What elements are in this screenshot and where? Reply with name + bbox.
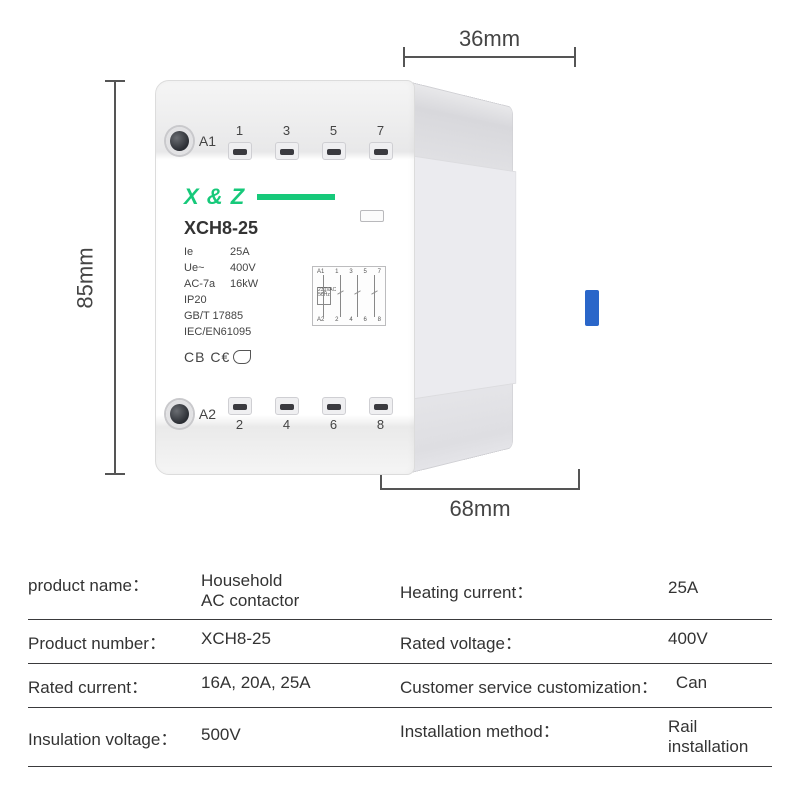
t-top-5: 5 (330, 123, 337, 138)
t-top-1: 1 (236, 123, 243, 138)
t-bot-6: 6 (330, 417, 337, 432)
spec-key: Rated voltage： (400, 629, 650, 654)
ccc-mark-icon (233, 350, 251, 364)
blue-clip (585, 290, 599, 326)
spec-key: Product number： (28, 629, 183, 654)
spec-value: XCH8-25 (201, 629, 271, 654)
spec-value: Can (676, 673, 707, 698)
terminal-row-top: A1 1 3 5 7 (166, 111, 404, 171)
device-side (403, 80, 583, 475)
device-body: A1 1 3 5 7 A2 2 4 6 8 (155, 80, 585, 475)
cert-marks: CB C€ (184, 347, 230, 367)
a2-knob: A2 (166, 400, 216, 428)
t-bot-8: 8 (377, 417, 384, 432)
dimension-depth-label: 68mm (380, 496, 580, 522)
t-top-7: 7 (377, 123, 384, 138)
a2-label: A2 (199, 406, 216, 422)
terminal-row-bottom: A2 2 4 6 8 (166, 384, 404, 444)
spec-key: Insulation voltage： (28, 725, 183, 750)
spec-key: Customer service customization： (400, 673, 658, 698)
t-bot-4: 4 (283, 417, 290, 432)
dimension-height: 85mm (95, 80, 135, 475)
model-number: XCH8-25 (184, 218, 386, 239)
dimension-depth: 68mm (380, 488, 580, 522)
spec-value: 500V (201, 725, 241, 750)
spec-key: Installation method： (400, 717, 650, 757)
spec-value: 400V (668, 629, 708, 654)
circuit-diagram: A1 1 3 5 7 230VAC50Hz A2 2 4 6 (312, 266, 386, 326)
dimension-width-label: 36mm (403, 26, 576, 52)
table-row: Product number： XCH8-25 Rated voltage： 4… (28, 620, 772, 664)
spec-value: 16A, 20A, 25A (201, 673, 311, 698)
table-row: Rated current： 16A, 20A, 25A Customer se… (28, 664, 772, 708)
spec-key: Heating current： (400, 578, 650, 603)
a1-knob: A1 (166, 127, 216, 155)
a1-label: A1 (199, 133, 216, 149)
table-row: Insulation voltage： 500V Installation me… (28, 708, 772, 767)
t-bot-2: 2 (236, 417, 243, 432)
dimension-width: 36mm (403, 26, 576, 58)
spec-key: Rated current： (28, 673, 183, 698)
spec-value: Household AC contactor (201, 571, 299, 610)
dimension-height-label: 85mm (73, 247, 99, 308)
spec-value: 25A (668, 578, 698, 603)
device-front: A1 1 3 5 7 A2 2 4 6 8 (155, 80, 415, 475)
brand-logo: X & Z (184, 184, 245, 210)
spec-key: product name： (28, 571, 183, 610)
indicator-window (360, 210, 384, 222)
product-diagram: 85mm 36mm A1 1 3 5 7 (0, 0, 800, 560)
spec-table: product name： Household AC contactor Hea… (28, 562, 772, 767)
front-label-block: X & Z XCH8-25 Ie25A Ue~400V AC-7a16kW IP… (176, 176, 394, 384)
spec-value: Rail installation (668, 717, 762, 757)
brand-bar (257, 194, 335, 200)
table-row: product name： Household AC contactor Hea… (28, 562, 772, 620)
t-top-3: 3 (283, 123, 290, 138)
